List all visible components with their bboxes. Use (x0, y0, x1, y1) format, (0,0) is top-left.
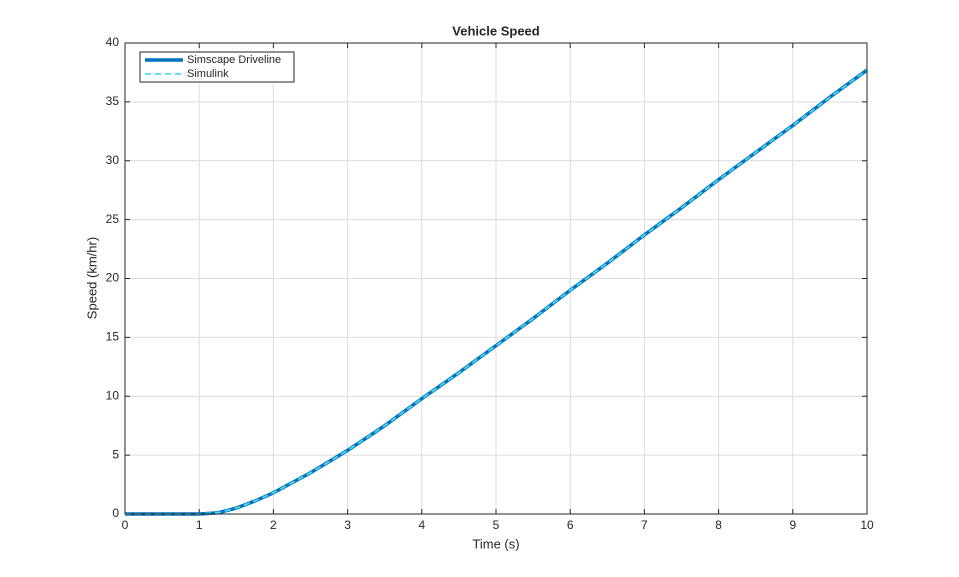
y-tick-label: 40 (106, 35, 120, 49)
legend-label: Simscape Driveline (187, 54, 281, 66)
y-tick-label: 25 (106, 212, 120, 226)
x-tick-label: 10 (860, 518, 874, 532)
y-tick-label: 0 (112, 506, 119, 520)
y-tick-label: 15 (106, 330, 120, 344)
y-axis-label: Speed (km/hr) (84, 237, 99, 319)
x-axis-label: Time (s) (472, 536, 519, 551)
x-tick-label: 5 (493, 518, 500, 532)
legend-label: Simulink (187, 68, 229, 80)
y-tick-label: 20 (106, 271, 120, 285)
x-tick-label: 0 (122, 518, 129, 532)
y-tick-label: 10 (106, 388, 120, 402)
x-tick-label: 7 (641, 518, 648, 532)
y-tick-label: 30 (106, 153, 120, 167)
x-tick-label: 3 (344, 518, 351, 532)
chart-title: Vehicle Speed (452, 23, 539, 38)
legend-box (139, 51, 295, 83)
y-tick-label: 5 (112, 447, 119, 461)
plot-frame (124, 42, 868, 515)
x-tick-label: 4 (418, 518, 425, 532)
x-tick-label: 2 (270, 518, 277, 532)
x-tick-label: 1 (196, 518, 203, 532)
series-line (125, 69, 868, 515)
x-tick-label: 9 (789, 518, 796, 532)
x-tick-label: 6 (567, 518, 574, 532)
y-tick-label: 35 (106, 94, 120, 108)
x-tick-label: 8 (715, 518, 722, 532)
